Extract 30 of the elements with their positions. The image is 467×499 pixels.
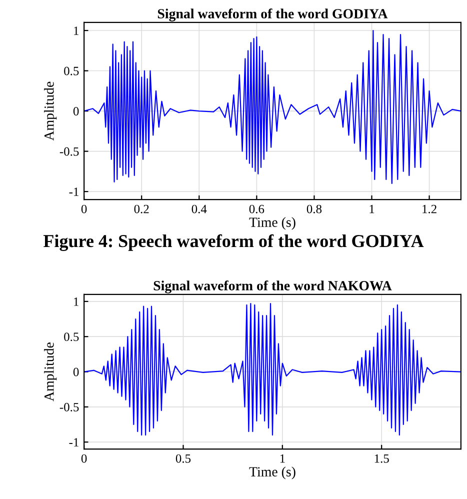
- x-tick-label: 0: [81, 454, 87, 463]
- y-tick-label: -0.5: [60, 402, 79, 412]
- x-axis-title: Time (s): [249, 217, 296, 230]
- x-tick-label: 0.6: [249, 204, 264, 214]
- y-tick-label: 0: [73, 107, 79, 116]
- x-tick-label: 1: [280, 454, 285, 463]
- x-tick-label: 1: [370, 204, 374, 214]
- y-tick-label: 0.5: [64, 66, 79, 76]
- y-tick-label: 0: [73, 368, 79, 376]
- x-tick-label: 1.5: [374, 454, 389, 463]
- y-tick-label: -1: [69, 188, 78, 196]
- y-tick-label: 0.5: [64, 332, 79, 342]
- caption: Figure 4: Speech waveform of the word GODIYA: [43, 234, 424, 251]
- x-tick-label: 1.2: [422, 204, 436, 214]
- y-tick-label: -1: [69, 438, 78, 446]
- x-tick-label: 0.2: [134, 204, 149, 214]
- chart-title: Signal waveform of the word NAKOWA: [154, 280, 392, 294]
- x-tick-label: 0: [81, 204, 87, 214]
- line-series: [84, 302, 461, 436]
- x-axis-title: Time (s): [249, 466, 296, 480]
- line-series: [84, 30, 461, 184]
- x-tick-label: 0.5: [176, 454, 191, 463]
- x-tick-label: 0.8: [306, 204, 322, 214]
- y-tick-label: 1: [74, 298, 78, 306]
- y-tick-label: -0.5: [60, 147, 79, 156]
- chart-title: Signal waveform of the word GODIYA: [158, 8, 388, 22]
- y-axis-title: Amplitude: [44, 82, 57, 141]
- y-axis-title: Amplitude: [44, 342, 57, 402]
- x-tick-label: 0.4: [192, 204, 207, 214]
- y-tick-label: 1: [74, 26, 78, 35]
